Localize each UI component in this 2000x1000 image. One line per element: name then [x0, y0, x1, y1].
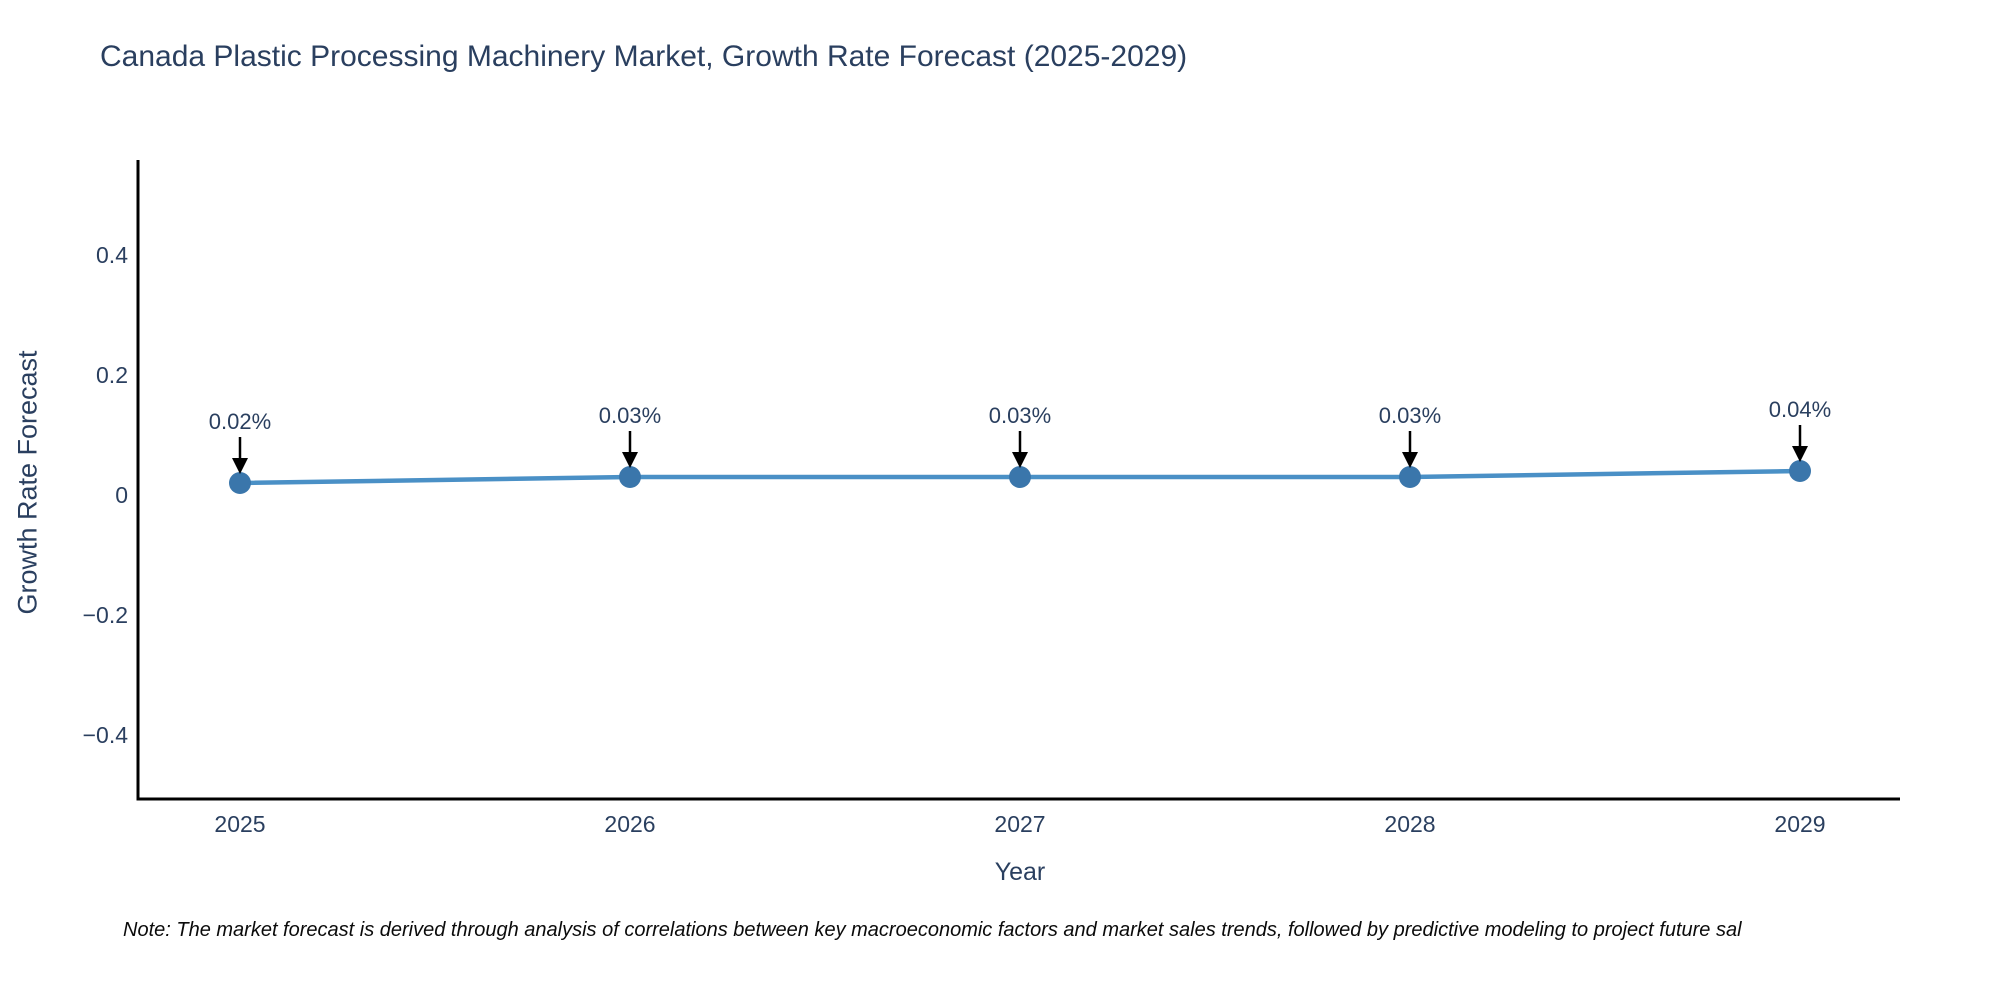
annotation-arrowhead	[1012, 452, 1028, 468]
data-point-marker-2029	[1789, 460, 1811, 482]
annotation-label: 0.03%	[989, 403, 1051, 428]
annotation-label: 0.02%	[209, 409, 271, 434]
y-tick-label: 0.2	[96, 362, 128, 388]
annotation-arrowhead	[232, 458, 248, 474]
data-point-marker-2026	[619, 466, 641, 488]
annotation-arrowhead	[1402, 452, 1418, 468]
y-tick-label: −0.4	[83, 722, 129, 748]
chart-title: Canada Plastic Processing Machinery Mark…	[100, 40, 1188, 73]
x-tick-label: 2026	[604, 811, 655, 837]
x-tick-label: 2029	[1774, 811, 1825, 837]
x-tick-label: 2027	[994, 811, 1045, 837]
y-tick-label: 0.4	[96, 242, 128, 268]
x-tick-label: 2028	[1384, 811, 1435, 837]
annotation-label: 0.04%	[1769, 397, 1831, 422]
y-tick-label: −0.2	[83, 602, 128, 628]
y-tick-label: 0	[115, 482, 128, 508]
annotation-label: 0.03%	[1379, 403, 1441, 428]
annotation-arrowhead	[622, 452, 638, 468]
data-point-marker-2028	[1399, 466, 1421, 488]
data-point-marker-2025	[229, 472, 251, 494]
data-point-marker-2027	[1009, 466, 1031, 488]
chart-note: Note: The market forecast is derived thr…	[123, 919, 1742, 941]
x-axis-title: Year	[994, 858, 1046, 886]
x-tick-label: 2025	[214, 811, 265, 837]
annotation-arrowhead	[1792, 446, 1808, 462]
annotation-label: 0.03%	[599, 403, 661, 428]
